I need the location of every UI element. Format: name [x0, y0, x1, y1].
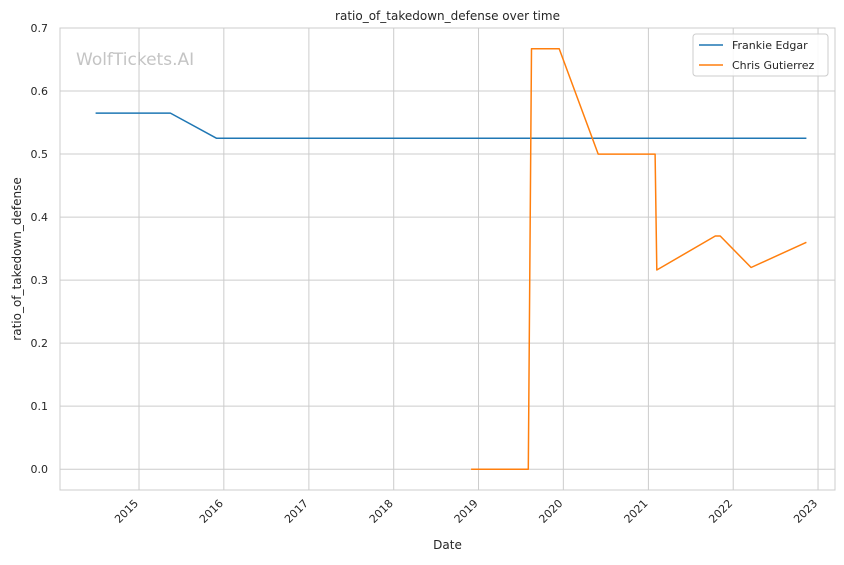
series-line [471, 48, 807, 470]
y-tick-label: 0.6 [31, 85, 49, 98]
series-line [95, 112, 807, 140]
y-axis-ticks: 0.0 0.1 0.2 0.3 0.4 0.5 0.6 0.7 [31, 22, 49, 476]
y-tick-label: 0.3 [31, 274, 49, 287]
watermark-text: WolfTickets.AI [76, 50, 194, 70]
grid-lines [60, 27, 835, 490]
legend-frame [692, 33, 829, 77]
y-tick-label: 0.1 [31, 400, 49, 413]
y-tick-label: 0.0 [31, 463, 49, 476]
x-tick-label: 2018 [367, 497, 396, 526]
y-tick-label: 0.5 [31, 148, 49, 161]
x-tick-label: 2020 [536, 497, 565, 526]
x-axis-ticks: 2015 2016 2017 2018 2019 2020 2021 2022 2023 [112, 497, 820, 526]
x-tick-label: 2016 [197, 497, 226, 526]
y-axis-title: ratio_of_takedown_defense [10, 177, 24, 340]
legend: Frankie Edgar Chris Gutierrez [692, 33, 829, 77]
x-tick-label: 2022 [706, 497, 735, 526]
plot-frame [59, 27, 836, 491]
y-tick-label: 0.7 [31, 22, 49, 35]
x-tick-label: 2023 [791, 497, 820, 526]
x-tick-label: 2019 [452, 497, 481, 526]
legend-label: Chris Gutierrez [732, 59, 814, 72]
y-tick-label: 0.2 [31, 337, 49, 350]
x-tick-label: 2015 [112, 497, 141, 526]
y-tick-label: 0.4 [31, 211, 49, 224]
x-tick-label: 2017 [282, 497, 311, 526]
legend-label: Frankie Edgar [732, 39, 808, 52]
series-lines [95, 48, 807, 470]
x-axis-title: Date [433, 538, 462, 552]
chart-title: ratio_of_takedown_defense over time [335, 9, 560, 23]
x-tick-label: 2021 [622, 497, 651, 526]
